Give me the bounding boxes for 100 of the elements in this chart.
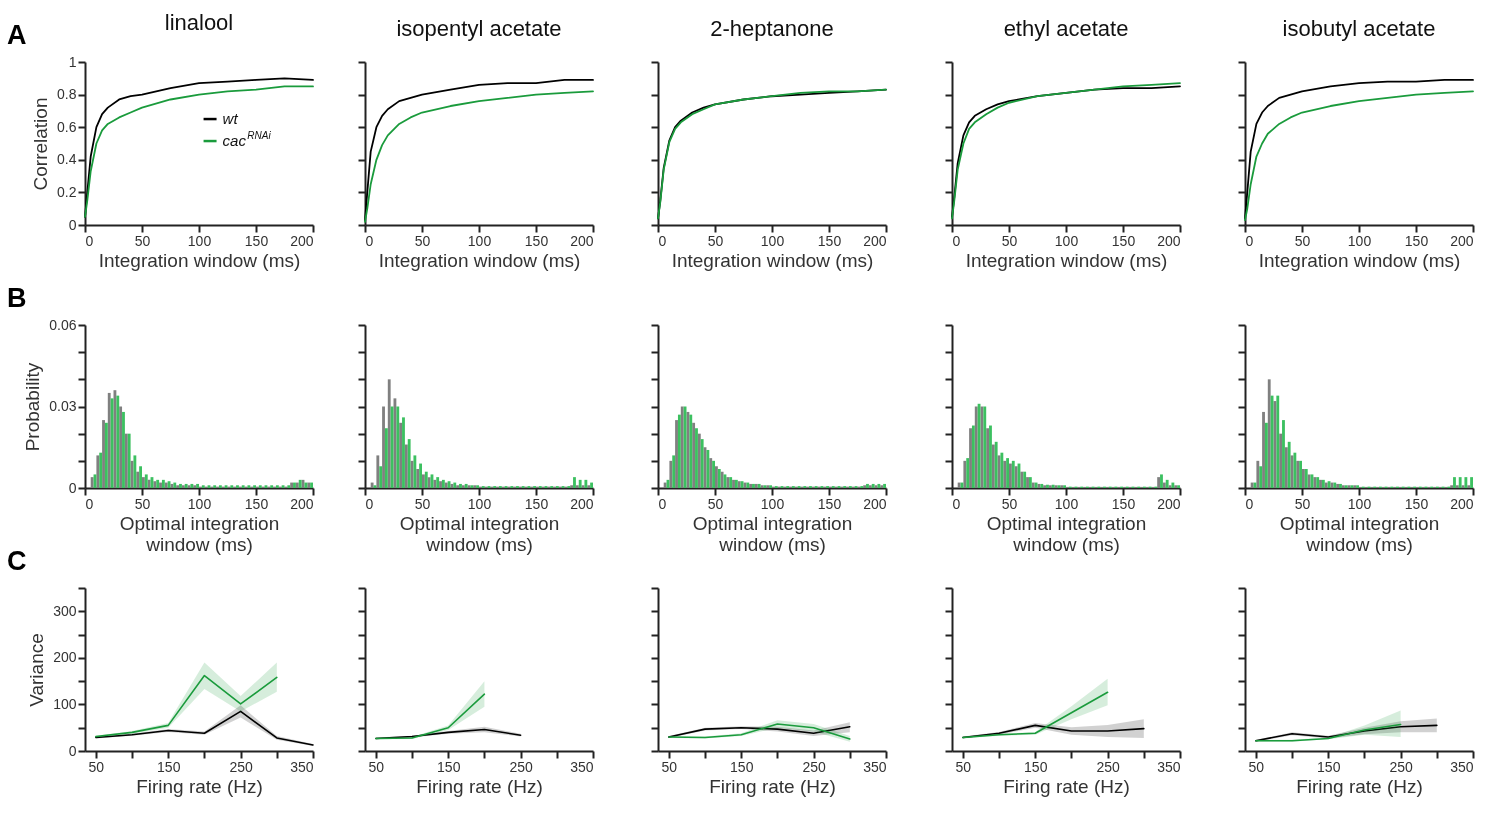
y-tick-label: 0 [68, 742, 77, 759]
x-tick-label: 50 [1001, 232, 1018, 249]
x-tick-label: 50 [1248, 758, 1265, 775]
x-tick-label: 100 [1347, 232, 1372, 249]
x-tick-label: 250 [1096, 758, 1121, 775]
x-tick-label: 150 [817, 495, 842, 512]
x-tick-label: 350 [863, 758, 887, 775]
x-tick-label: 200 [863, 495, 887, 512]
y-tick-label: 100 [53, 695, 77, 712]
y-tick-label: 1 [68, 53, 77, 70]
y-tick-label: 0.8 [57, 86, 77, 103]
x-tick-label: 350 [1450, 758, 1474, 775]
x-tick-label: 150 [1024, 758, 1048, 775]
x-tick-label: 0 [85, 495, 94, 512]
x-tick-label: 50 [414, 495, 431, 512]
y-tick-label: 0.2 [57, 183, 77, 200]
x-tick-label: 100 [1054, 232, 1079, 249]
x-axis-title: Optimal integration window (ms) [1279, 512, 1440, 555]
x-tick-label: 0 [952, 232, 961, 249]
x-tick-label: 250 [509, 758, 534, 775]
x-tick-label: 50 [707, 495, 724, 512]
x-tick-label: 50 [134, 232, 151, 249]
y-tick-label: 0.6 [57, 118, 77, 135]
chart-title: ethyl acetate [1003, 16, 1129, 41]
x-tick-label: 200 [570, 495, 594, 512]
chart-title: linalool [164, 10, 234, 35]
x-axis-title: Integration window (ms) [1258, 249, 1461, 271]
legend-label: wt [222, 110, 239, 128]
text: A [7, 20, 27, 50]
x-tick-label: 100 [467, 232, 492, 249]
x-tick-label: 200 [290, 232, 314, 249]
x-tick-label: 100 [187, 232, 212, 249]
x-tick-label: 150 [1111, 232, 1136, 249]
x-tick-label: 200 [863, 232, 887, 249]
x-tick-label: 250 [229, 758, 254, 775]
x-tick-label: 50 [955, 758, 972, 775]
x-tick-label: 50 [414, 232, 431, 249]
y-tick-label: 300 [53, 602, 77, 619]
y-axis-title: Correlation [30, 97, 52, 191]
x-tick-label: 200 [1450, 495, 1474, 512]
x-tick-label: 50 [707, 232, 724, 249]
x-axis-title: Firing rate (Hz) [1003, 775, 1130, 797]
x-tick-label: 0 [952, 495, 961, 512]
x-tick-label: 250 [1389, 758, 1414, 775]
x-tick-label: 100 [760, 495, 785, 512]
x-tick-label: 0 [658, 495, 667, 512]
x-tick-label: 0 [365, 232, 374, 249]
x-tick-label: 150 [244, 232, 269, 249]
x-tick-label: 50 [1294, 495, 1311, 512]
x-axis-title: Optimal integration window (ms) [399, 512, 560, 555]
x-tick-label: 100 [187, 495, 212, 512]
x-axis-title: Integration window (ms) [378, 249, 581, 271]
x-tick-label: 150 [244, 495, 269, 512]
x-tick-label: 350 [1157, 758, 1181, 775]
x-tick-label: 50 [88, 758, 105, 775]
x-tick-label: 250 [802, 758, 827, 775]
x-tick-label: 0 [85, 232, 94, 249]
x-tick-label: 0 [658, 232, 667, 249]
x-tick-label: 200 [1157, 232, 1181, 249]
x-axis-title: Integration window (ms) [671, 249, 874, 271]
y-axis-title: Probability [22, 362, 44, 452]
text: B [7, 283, 27, 313]
x-tick-label: 50 [134, 495, 151, 512]
x-tick-label: 150 [1317, 758, 1341, 775]
x-tick-label: 150 [730, 758, 754, 775]
y-tick-label: 0 [68, 479, 77, 496]
y-tick-label: 0.06 [49, 316, 77, 333]
x-tick-label: 50 [661, 758, 678, 775]
x-tick-label: 100 [760, 232, 785, 249]
y-tick-label: 200 [53, 649, 77, 666]
y-tick-label: 0.03 [49, 398, 77, 414]
x-tick-label: 200 [1450, 232, 1474, 249]
x-axis-title: Optimal integration window (ms) [692, 512, 853, 555]
chart-title: isobutyl acetate [1282, 16, 1436, 41]
x-tick-label: 50 [368, 758, 385, 775]
x-tick-label: 150 [524, 495, 549, 512]
x-tick-label: 150 [524, 232, 549, 249]
x-tick-label: 0 [1245, 495, 1254, 512]
x-tick-label: 150 [437, 758, 461, 775]
x-tick-label: 200 [290, 495, 314, 512]
x-axis-title: Optimal integration window (ms) [119, 512, 280, 555]
x-tick-label: 50 [1001, 495, 1018, 512]
y-tick-label: 0 [68, 216, 77, 233]
text: C [7, 546, 27, 576]
x-axis-title: Firing rate (Hz) [416, 775, 543, 797]
x-tick-label: 150 [817, 232, 842, 249]
x-tick-label: 200 [570, 232, 594, 249]
x-tick-label: 150 [1111, 495, 1136, 512]
x-tick-label: 150 [157, 758, 181, 775]
x-tick-label: 100 [1054, 495, 1079, 512]
y-axis-title: Variance [26, 633, 48, 707]
x-tick-label: 350 [570, 758, 594, 775]
x-tick-label: 150 [1404, 232, 1429, 249]
x-axis-title: Firing rate (Hz) [709, 775, 836, 797]
x-axis-title: Optimal integration window (ms) [986, 512, 1147, 555]
x-axis-title: Firing rate (Hz) [1296, 775, 1423, 797]
chart-title: 2-heptanone [710, 16, 834, 41]
x-tick-label: 200 [1157, 495, 1181, 512]
y-tick-label: 0.4 [57, 151, 77, 168]
x-tick-label: 0 [1245, 232, 1254, 249]
